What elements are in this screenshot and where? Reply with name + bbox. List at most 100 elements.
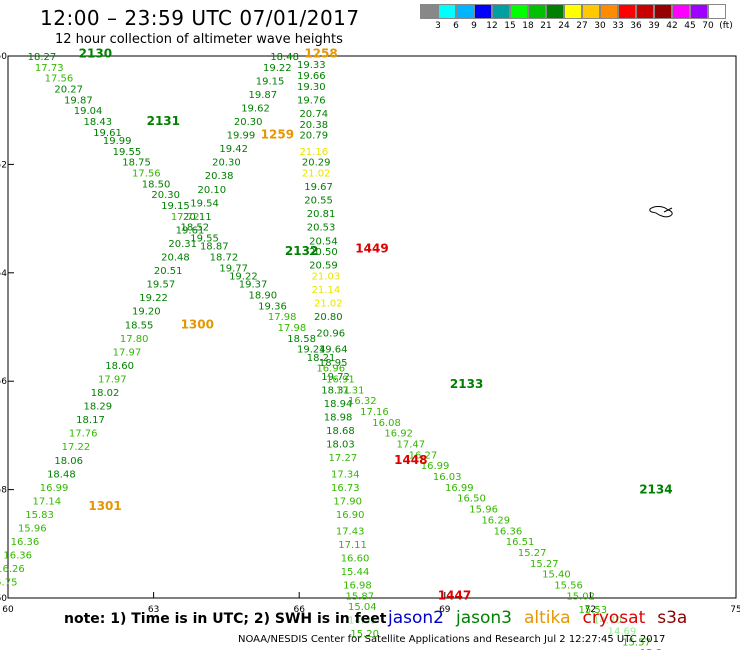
pass-time-label: 1301 bbox=[88, 499, 121, 513]
pass-time-label: 2134 bbox=[639, 483, 672, 497]
color-swatch bbox=[636, 4, 654, 19]
wave-height-value: 19.66 bbox=[297, 71, 326, 82]
lon-tick-label: 72 bbox=[585, 605, 596, 615]
wave-height-value: 19.76 bbox=[297, 95, 326, 106]
lat-tick-label: -58 bbox=[0, 486, 7, 496]
satellite-legend-item: jason3 bbox=[456, 608, 512, 628]
wave-height-value: 20.79 bbox=[299, 131, 328, 142]
kerguelen-island-outline bbox=[649, 206, 673, 218]
wave-height-value: 21.02 bbox=[302, 169, 331, 180]
wave-height-value: 16.36 bbox=[11, 537, 40, 548]
wave-height-value: 19.55 bbox=[190, 234, 219, 245]
wave-height-value: 21.03 bbox=[312, 272, 341, 283]
pass-time-label: 1447 bbox=[438, 588, 471, 602]
wave-height-value: 15.56 bbox=[554, 580, 583, 591]
wave-height-value: 20.80 bbox=[314, 312, 343, 323]
wave-height-value: 18.52 bbox=[181, 223, 210, 234]
wave-height-value: 15.87 bbox=[346, 591, 375, 602]
pass-time-label: 2132 bbox=[285, 244, 318, 258]
wave-height-value: 15.96 bbox=[469, 505, 498, 516]
wave-height-value: 15.57 bbox=[622, 637, 651, 648]
pass-time-label: 1259 bbox=[261, 128, 294, 142]
wave-height-value: 20.53 bbox=[307, 223, 336, 234]
wave-height-value: 19.22 bbox=[263, 63, 292, 74]
satellite-legend-item: s3a bbox=[657, 608, 688, 628]
wave-height-value: 17.14 bbox=[33, 496, 62, 507]
wave-height-value: 16.98 bbox=[343, 580, 372, 591]
color-swatch bbox=[528, 4, 546, 19]
color-scale-label: 9 bbox=[471, 21, 477, 31]
wave-height-value: 15.02 bbox=[566, 591, 595, 602]
color-scale-label: 24 bbox=[558, 21, 570, 31]
color-scale-label: 15 bbox=[504, 21, 516, 31]
wave-height-value: 18.17 bbox=[76, 415, 105, 426]
wave-height-value: 17.47 bbox=[397, 440, 426, 451]
wave-height-value: 15.20 bbox=[350, 629, 379, 640]
wave-height-value: 16.92 bbox=[384, 429, 413, 440]
wave-height-value: 16.99 bbox=[445, 483, 474, 494]
wave-height-value: 17.97 bbox=[98, 374, 127, 385]
lon-tick-label: 66 bbox=[293, 605, 305, 615]
wave-height-value: 19.30 bbox=[297, 82, 326, 93]
lat-tick-label: -50 bbox=[0, 52, 7, 62]
color-scale-label: 3 bbox=[435, 21, 441, 31]
color-swatch bbox=[690, 4, 708, 19]
pass-time-label: 1448 bbox=[394, 453, 427, 467]
wave-height-value: 16.60 bbox=[341, 553, 370, 564]
wave-height-value: 18.06 bbox=[54, 456, 83, 467]
wave-height-value: 16.36 bbox=[3, 551, 32, 562]
wave-height-value: 18.90 bbox=[248, 290, 277, 301]
pass-time-label: 2130 bbox=[79, 46, 112, 60]
wave-height-value: 20.29 bbox=[302, 158, 331, 169]
wave-height-value: 19.20 bbox=[132, 307, 161, 318]
wave-height-value: 19.72 bbox=[321, 372, 350, 383]
lon-tick-label: 60 bbox=[2, 605, 14, 615]
satellite-legend-item: cryosat bbox=[582, 608, 646, 628]
map-frame bbox=[7, 55, 737, 599]
wave-height-value: 16.08 bbox=[372, 418, 401, 429]
wave-height-value: 19.54 bbox=[190, 198, 219, 209]
wave-height-value: 16.26 bbox=[0, 564, 25, 575]
pass-time-label: 2131 bbox=[147, 114, 180, 128]
color-swatch bbox=[708, 4, 726, 19]
wave-height-value: 19.22 bbox=[229, 272, 258, 283]
wave-height-value: 16.50 bbox=[457, 494, 486, 505]
wave-height-value: 15.75 bbox=[0, 578, 17, 589]
wave-height-value: 16.96 bbox=[316, 364, 345, 375]
wave-height-value: 20.38 bbox=[299, 120, 328, 131]
wave-height-value: 19.36 bbox=[258, 301, 287, 312]
wave-height-value: 18.02 bbox=[91, 388, 120, 399]
wave-height-value: 21.16 bbox=[299, 147, 328, 158]
color-swatch bbox=[456, 4, 474, 19]
wave-height-value: 18.27 bbox=[28, 52, 57, 63]
wave-height-value: 21.14 bbox=[312, 285, 341, 296]
color-scale-label: 45 bbox=[684, 21, 696, 31]
color-swatch bbox=[438, 4, 456, 19]
wave-height-value: 18.03 bbox=[326, 440, 355, 451]
wave-height-value: 19.61 bbox=[176, 225, 205, 236]
page-subtitle: 12 hour collection of altimeter wave hei… bbox=[55, 32, 343, 47]
wave-height-value: 18.95 bbox=[319, 358, 348, 369]
wave-height-value: 18.98 bbox=[324, 412, 353, 423]
wave-height-value: 15.04 bbox=[348, 602, 377, 613]
wave-height-value: 20.55 bbox=[304, 196, 333, 207]
wave-height-value: 14.70 bbox=[593, 616, 622, 627]
wave-height-value: 15.83 bbox=[25, 510, 54, 521]
wave-height-value: 17.56 bbox=[132, 169, 161, 180]
color-scale-label: 39 bbox=[648, 21, 660, 31]
color-scale-bar bbox=[420, 4, 726, 19]
wave-height-value: 20.30 bbox=[234, 117, 263, 128]
wave-height-value: 19.04 bbox=[74, 106, 103, 117]
wave-height-value: 19.15 bbox=[161, 201, 190, 212]
wave-height-value: 19.99 bbox=[103, 136, 132, 147]
wave-height-value: 19.64 bbox=[319, 345, 348, 356]
wave-height-value: 19.77 bbox=[219, 263, 248, 274]
wave-height-value: 20.59 bbox=[309, 261, 338, 272]
satellite-legend-item: jason2 bbox=[388, 608, 444, 628]
wave-height-value: 16.03 bbox=[433, 472, 462, 483]
wave-height-value: 20.31 bbox=[168, 239, 197, 250]
color-scale-label: 12 bbox=[486, 21, 498, 31]
wave-height-value: 20.51 bbox=[154, 266, 183, 277]
wave-height-value: 19.67 bbox=[304, 182, 333, 193]
color-scale-label: 33 bbox=[612, 21, 624, 31]
